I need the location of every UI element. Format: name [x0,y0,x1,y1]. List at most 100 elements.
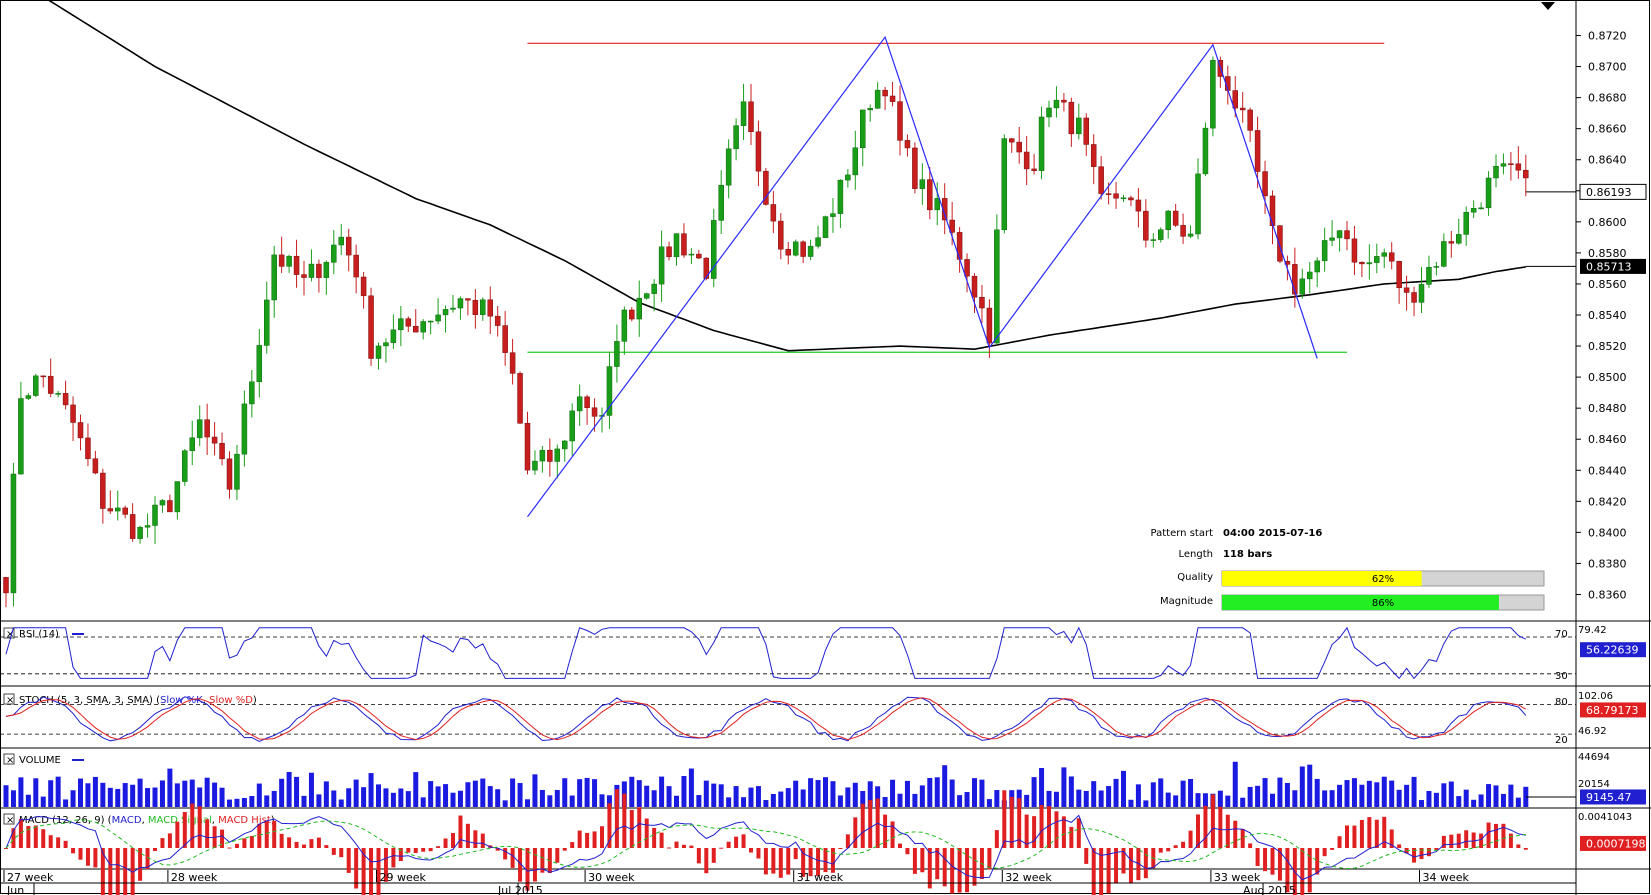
volume-bar [219,787,225,807]
candle [234,444,240,500]
volume-bar [651,790,657,807]
moving-average-layer [47,0,1526,352]
volume-bar [1128,799,1134,807]
candle [1336,230,1343,252]
month-label: Aug 2015 [1243,884,1296,895]
candle [941,183,948,235]
macd-hist-bar [1277,848,1282,881]
macd-hist-bar [562,848,567,851]
volume-bar [994,790,1000,807]
candle [986,299,993,358]
candle [286,254,292,273]
candle [629,307,635,322]
candle [1061,92,1067,112]
volume-bar [1039,767,1045,807]
volume-bar [55,776,61,807]
volume-bar [525,799,530,807]
macd-hist-bar [1300,848,1305,895]
macd-title: MACD (12, 26, 9) (MACD, MACD Signal, MAC… [19,815,275,826]
macd-hist-bar [1099,848,1104,895]
volume-bar [539,789,545,807]
macd-hist-bar [1263,848,1268,872]
macd-hist-bar [1069,826,1074,848]
rsi-line-layer [0,626,1576,680]
macd-hist-bar [1106,848,1111,894]
candle [785,242,791,265]
week-label: 28 week [171,871,218,884]
macd-hist-bar [1419,848,1424,860]
volume-bar [390,792,396,807]
candlestick-layer [3,56,1529,608]
rsi-top-label: 79.42 [1578,625,1607,636]
volume-bar [852,782,858,807]
macd-hist-bar [205,819,210,848]
macd-collapse-icon[interactable] [3,813,15,825]
volume-bar [227,799,232,807]
candle [1113,181,1119,209]
macd-hist-bar [525,848,530,891]
macd-hist-bar [585,832,590,848]
macd-hist-bar [823,848,828,873]
price-tick-label: 0.8700 [1588,61,1627,74]
volume-bar [741,797,747,807]
volume-bar [100,782,106,807]
candle [852,130,859,190]
candle [1120,194,1127,203]
candle [889,81,896,107]
month-label: Jun [6,884,24,895]
volume-bar [1106,786,1112,807]
volume-bar [554,789,560,807]
candle [167,494,173,513]
candle [398,305,404,347]
rsi-collapse-icon[interactable] [3,627,15,639]
price-tick-label: 0.8420 [1588,495,1627,508]
candle [912,142,918,194]
volume-bar [1433,792,1439,807]
candle [1247,107,1253,143]
stoch-title: STOCH (5, 3, SMA, 3, SMA) (Slow %K, Slow… [19,695,257,706]
volume-bar [316,794,322,807]
candle [867,104,873,122]
candle [614,324,620,383]
macd-hist-bar [1389,829,1394,848]
volume-bar [1307,764,1313,807]
macd-hist-bar [93,848,98,868]
candle [971,273,978,314]
volume-bar [1426,791,1432,807]
macd-hist-bar [801,848,806,877]
pattern-start-value: 04:00 2015-07-16 [1223,528,1322,539]
candle [1329,220,1335,247]
candle [524,411,531,475]
price-tick-label: 0.8640 [1588,154,1627,167]
volume-bar [972,778,977,807]
macd-hist-bar [309,839,314,848]
candle [18,381,24,475]
candle [33,373,39,398]
macd-hist-bar [1307,848,1312,893]
volume-bar [1270,793,1275,807]
candle [1239,91,1246,123]
volume-bar [502,800,508,807]
macd-hist-bar [726,841,731,848]
candle [636,280,642,337]
candle [100,468,106,524]
macd-hist-bar [316,837,321,848]
volume-collapse-icon[interactable] [3,753,15,765]
candle [845,168,851,188]
macd-hist-bar [1359,819,1364,848]
volume-bar [882,797,888,807]
volume-bar [1225,795,1231,807]
candle [792,239,799,257]
volume-panel: × VOLUME 44694 20154 9145.47 [3,752,1646,807]
macd-hist-bar [197,806,202,848]
macd-hist-bar [56,837,61,848]
volume-bar [867,781,873,807]
macd-hist-bar [123,848,128,895]
macd-hist-bar [1143,848,1148,879]
volume-bar [1240,797,1246,807]
scroll-arrow-icon[interactable] [1541,2,1555,10]
ma-value-label: 0.85713 [1586,260,1632,273]
volume-bar [1188,778,1194,807]
candle [1314,257,1320,288]
volume-bar [1441,783,1447,807]
